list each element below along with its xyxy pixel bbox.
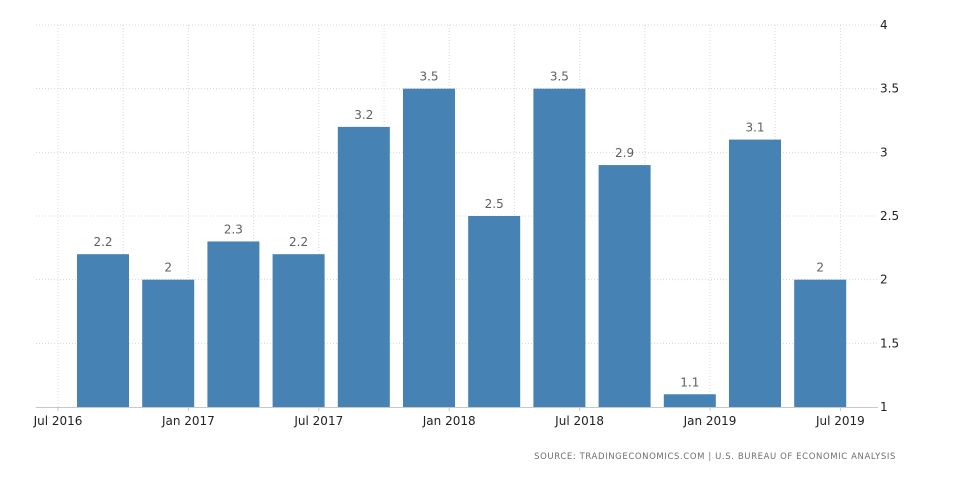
y-tick-label: 1.5 — [880, 336, 899, 350]
x-tick-label: Jul 2016 — [33, 414, 83, 428]
data-label: 3.1 — [745, 121, 764, 135]
x-tick-label: Jan 2017 — [161, 414, 215, 428]
x-tick-label: Jul 2018 — [554, 414, 604, 428]
bar — [142, 279, 195, 407]
data-label: 2.2 — [289, 235, 308, 249]
bar — [533, 88, 586, 408]
data-label: 2 — [164, 261, 172, 275]
data-label: 2.3 — [224, 222, 243, 236]
data-label: 2.5 — [485, 197, 504, 211]
bar — [663, 394, 716, 407]
bar — [337, 126, 390, 407]
bar — [77, 254, 129, 407]
y-tick-label: 2.5 — [880, 209, 899, 223]
data-label: 2 — [816, 261, 824, 275]
data-label: 2.2 — [93, 235, 112, 249]
data-label: 3.5 — [419, 70, 438, 84]
data-label: 1.1 — [680, 375, 699, 389]
bar — [272, 254, 325, 407]
data-label: 3.5 — [550, 70, 569, 84]
bar — [207, 241, 260, 407]
bar — [729, 139, 781, 407]
x-tick-label: Jul 2019 — [815, 414, 865, 428]
data-label: 3.2 — [354, 108, 373, 122]
x-axis: Jul 2016 Jan 2017 Jul 2017 Jan 2018 Jul 2018… — [33, 407, 878, 428]
y-tick-label: 2 — [880, 273, 888, 287]
y-tick-label: 4 — [880, 18, 888, 32]
data-label: 2.9 — [615, 146, 634, 160]
bar — [468, 216, 521, 407]
y-axis: 1 1.5 2 2.5 3 3.5 4 — [880, 18, 899, 414]
x-tick-label: Jan 2019 — [683, 414, 737, 428]
bar — [794, 279, 847, 407]
source-note: SOURCE: TRADINGECONOMICS.COM | U.S. BURE… — [534, 452, 896, 462]
bars — [77, 88, 847, 408]
x-tick-label: Jul 2017 — [293, 414, 343, 428]
data-labels: 2.2 2 2.3 2.2 3.2 3.5 2.5 3.5 2.9 1.1 3.1 2 — [93, 70, 824, 390]
y-tick-label: 1 — [880, 400, 888, 414]
y-tick-label: 3.5 — [880, 82, 899, 96]
bar — [403, 88, 455, 408]
bar — [598, 165, 651, 407]
x-tick-label: Jan 2018 — [422, 414, 476, 428]
y-tick-label: 3 — [880, 145, 888, 159]
